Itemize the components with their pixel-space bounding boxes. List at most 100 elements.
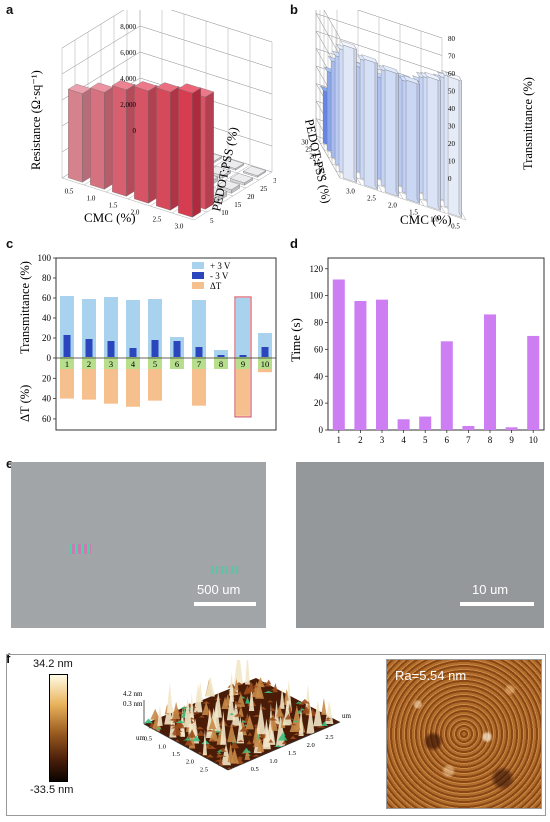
chart-d-bars (332, 279, 540, 430)
bar-top-face (133, 81, 158, 92)
afm-peak (263, 690, 274, 693)
afm-x-axis (143, 723, 229, 771)
category-label: 8 (219, 359, 223, 369)
bar-3d (89, 82, 114, 190)
category-chip (170, 357, 184, 369)
chart-c-top-axis-label: Transmittance (%) (18, 261, 32, 354)
afm-peak (275, 704, 284, 717)
category-label: 5 (153, 359, 157, 369)
bar-3d (177, 83, 202, 218)
afm-peak (221, 696, 229, 709)
bar-time (354, 301, 367, 430)
panel-label-a: a (6, 2, 14, 17)
afm-peak (192, 705, 197, 708)
afm-peak (295, 719, 301, 731)
x-tick-label: 3.0 (175, 223, 184, 231)
bar-top-face (220, 158, 245, 169)
bar-delta-t (104, 359, 118, 404)
category-label: 3 (109, 359, 113, 369)
top-tick-label: 20 (42, 333, 52, 343)
afm-peak (157, 705, 163, 726)
afm-unit-left: um (136, 734, 146, 742)
afm-x-tick: 2.5 (200, 766, 208, 773)
y-tick-label: 20 (314, 398, 324, 408)
scale-label-left: 500 um (197, 582, 241, 597)
bar-top-face (361, 54, 378, 64)
y-tick-label: 10 (221, 209, 229, 217)
afm-peak (172, 724, 182, 735)
chart-c-frame (55, 257, 277, 431)
bar-side-face (395, 68, 399, 198)
afm-peak (282, 704, 293, 726)
legend-label: - 3 V (210, 271, 229, 281)
afm-peak (226, 689, 236, 721)
afm-peak (324, 718, 331, 721)
afm-peak (237, 757, 243, 761)
bar-front-face (178, 88, 193, 218)
bar-minus3v (85, 339, 93, 358)
afm-peak (169, 718, 179, 721)
x-tick-label: 1.5 (109, 202, 118, 210)
bar-front-face (68, 88, 83, 183)
bar-minus3v (195, 347, 203, 358)
afm-peak (279, 686, 285, 709)
legend-label: ΔT (210, 281, 222, 291)
bar-3d (340, 40, 357, 184)
afm-peak (219, 749, 227, 752)
afm-peak (197, 681, 203, 703)
afm-peak (144, 718, 153, 724)
afm-colorbar-min: -33.5 nm (30, 784, 74, 796)
afm-y-axis (227, 721, 341, 771)
x-tick-label: 3.0 (346, 188, 355, 196)
bar-minus3v (63, 335, 71, 358)
panel-label-d: d (290, 236, 298, 251)
category-label: 7 (197, 359, 201, 369)
bar-time (462, 425, 475, 430)
afm-axis-ticks: 0.5 1.0 1.5 2.0 2.5 0.5 1.0 1.5 2.0 2.5 (144, 734, 334, 773)
afm-peak (243, 692, 248, 695)
afm-peak (299, 699, 310, 704)
afm-peak (260, 682, 270, 685)
category-chip (104, 357, 118, 369)
afm-peak (244, 748, 251, 760)
chart-c-bars (60, 296, 272, 418)
afm-peak (227, 722, 237, 743)
afm-peak (300, 708, 306, 711)
afm-peak (256, 702, 266, 735)
afm-colorbar-max: 34.2 nm (33, 658, 73, 670)
y-tick-label: 5 (323, 173, 327, 181)
top-tick-label: 0 (47, 353, 52, 363)
bar-side-face (374, 58, 378, 191)
z-tick-label: 0 (133, 127, 137, 135)
afm-peak (276, 715, 285, 718)
afm-peak (244, 660, 250, 685)
bar-top-face (403, 75, 420, 85)
afm-peak (209, 739, 216, 742)
afm-y-tick: 1.0 (269, 758, 277, 765)
bar-delta-t (148, 359, 162, 401)
bar-time (505, 427, 518, 430)
afm-peak (172, 701, 181, 720)
bar-side-face (104, 87, 113, 190)
bar-side-face (192, 87, 201, 218)
afm-peak (239, 726, 249, 732)
y-tick-label: 60 (314, 344, 324, 354)
bar-time (419, 416, 432, 430)
afm-peak (197, 751, 203, 754)
afm-peak (168, 724, 178, 727)
afm-peak (281, 740, 288, 745)
afm-peak (166, 682, 173, 714)
z-tick-label: 6,000 (120, 49, 136, 57)
afm-peak (290, 735, 297, 739)
z-tick-label: 2,000 (120, 101, 136, 109)
panel-label-e: e (6, 456, 14, 471)
bar-3d (242, 165, 267, 178)
afm-peak (321, 697, 327, 715)
category-chip (214, 357, 228, 369)
bar-minus3v (217, 355, 225, 358)
z-tick-label: 10 (448, 158, 456, 166)
afm-peak (293, 732, 301, 735)
bar-top-face (229, 173, 254, 184)
